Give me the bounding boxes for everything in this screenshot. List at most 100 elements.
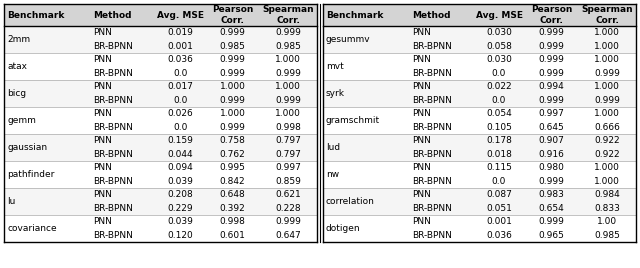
Text: 0.758: 0.758 [220,136,245,145]
Bar [4,215,317,229]
Text: BR-BPNN: BR-BPNN [93,69,133,78]
Text: 0.997: 0.997 [275,163,301,172]
Text: Method: Method [412,10,451,20]
Bar [323,107,636,121]
Text: 0.922: 0.922 [594,136,620,145]
Text: 0.762: 0.762 [220,150,245,159]
Bar [4,121,317,134]
Text: 0.001: 0.001 [486,217,512,226]
Text: BR-BPNN: BR-BPNN [412,177,452,186]
Text: 0.994: 0.994 [539,82,564,91]
Bar [323,4,636,26]
Bar [4,66,317,80]
Text: BR-BPNN: BR-BPNN [93,150,133,159]
Text: 0.985: 0.985 [220,42,245,51]
Text: 0.039: 0.039 [167,177,193,186]
Text: 0.999: 0.999 [538,55,564,64]
Bar [323,147,636,161]
Text: PNN: PNN [412,109,431,118]
Text: PNN: PNN [412,217,431,226]
Bar [4,39,317,53]
Text: 0.229: 0.229 [167,204,193,213]
Text: 1.000: 1.000 [220,82,245,91]
Text: 0.999: 0.999 [538,42,564,51]
Text: 0.997: 0.997 [538,109,564,118]
Text: 0.999: 0.999 [538,28,564,37]
Text: 0.0: 0.0 [492,96,506,105]
Text: Pearson
Corr.: Pearson Corr. [212,5,253,25]
Text: Spearman
Corr.: Spearman Corr. [581,5,633,25]
Text: BR-BPNN: BR-BPNN [412,69,452,78]
Bar [323,202,636,215]
Bar [4,147,317,161]
Text: 0.995: 0.995 [220,163,245,172]
Text: 1.000: 1.000 [594,163,620,172]
Text: 1.000: 1.000 [275,55,301,64]
Text: PNN: PNN [93,136,112,145]
Text: 0.159: 0.159 [167,136,193,145]
Text: 0.999: 0.999 [594,69,620,78]
Text: nw: nw [326,170,339,179]
Text: Avg. MSE: Avg. MSE [157,10,204,20]
Text: PNN: PNN [412,82,431,91]
Text: 0.039: 0.039 [167,217,193,226]
Text: PNN: PNN [412,163,431,172]
Text: 0.916: 0.916 [538,150,564,159]
Bar [323,215,636,229]
Text: 0.018: 0.018 [486,150,512,159]
Text: 0.051: 0.051 [486,204,512,213]
Text: BR-BPNN: BR-BPNN [93,231,133,240]
Text: 0.044: 0.044 [167,150,193,159]
Bar [4,188,317,202]
Text: gesummv: gesummv [326,35,371,44]
Text: 0.984: 0.984 [594,190,620,199]
Text: 0.999: 0.999 [220,96,245,105]
Text: 0.036: 0.036 [167,55,193,64]
Bar [323,229,636,242]
Text: 0.998: 0.998 [275,123,301,132]
Text: 0.999: 0.999 [275,69,301,78]
Text: 0.999: 0.999 [220,28,245,37]
Text: BR-BPNN: BR-BPNN [412,123,452,132]
Text: BR-BPNN: BR-BPNN [93,42,133,51]
Bar [4,80,317,94]
Text: 0.999: 0.999 [220,55,245,64]
Text: 0.647: 0.647 [275,231,301,240]
Text: 0.999: 0.999 [275,96,301,105]
Text: 0.645: 0.645 [539,123,564,132]
Bar [4,161,317,174]
Bar [323,161,636,174]
Text: atax: atax [7,62,27,71]
Text: 0.654: 0.654 [539,204,564,213]
Text: covariance: covariance [7,224,56,233]
Text: 0.985: 0.985 [275,42,301,51]
Text: 0.087: 0.087 [486,190,512,199]
Text: lu: lu [7,197,15,206]
Text: PNN: PNN [412,28,431,37]
Text: 0.094: 0.094 [167,163,193,172]
Text: 0.019: 0.019 [167,28,193,37]
Text: 1.00: 1.00 [597,217,617,226]
Text: 0.999: 0.999 [275,217,301,226]
Text: 1.000: 1.000 [594,28,620,37]
Text: 0.178: 0.178 [486,136,512,145]
Text: 1.000: 1.000 [594,42,620,51]
Text: 0.026: 0.026 [167,109,193,118]
Text: 0.0: 0.0 [492,69,506,78]
Text: 1.000: 1.000 [594,55,620,64]
Text: 1.000: 1.000 [594,82,620,91]
Text: 0.0: 0.0 [492,177,506,186]
Text: BR-BPNN: BR-BPNN [412,231,452,240]
Text: 0.058: 0.058 [486,42,512,51]
Bar [323,134,636,147]
Text: 0.999: 0.999 [538,69,564,78]
Bar [4,53,317,66]
Bar [4,134,317,147]
Text: Pearson
Corr.: Pearson Corr. [531,5,572,25]
Text: bicg: bicg [7,89,26,98]
Text: 0.0: 0.0 [173,96,188,105]
Text: BR-BPNN: BR-BPNN [412,96,452,105]
Text: 0.030: 0.030 [486,55,512,64]
Text: gaussian: gaussian [7,143,47,152]
Bar [323,174,636,188]
